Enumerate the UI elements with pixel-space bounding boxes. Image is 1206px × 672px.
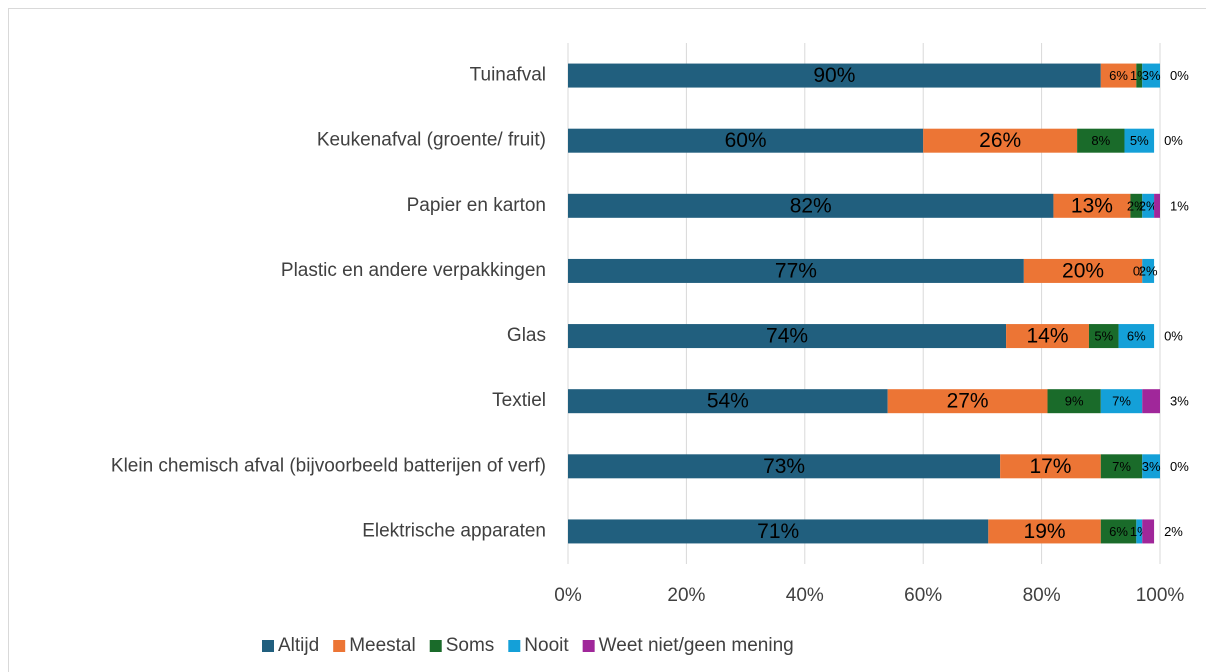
data-label: 27%: [947, 390, 989, 413]
y-tick-label: Plastic en andere verpakkingen: [281, 260, 546, 281]
data-label: 2%: [1139, 263, 1158, 278]
data-label: 9%: [1065, 394, 1084, 409]
bar-segment: [1000, 454, 1101, 479]
data-label: 14%: [1027, 325, 1069, 348]
data-label: 74%: [766, 325, 808, 348]
data-label: 13%: [1071, 194, 1113, 217]
y-tick-label: Textiel: [492, 390, 546, 411]
data-label: 0%: [1164, 133, 1183, 148]
legend-label: Weet niet/geen mening: [599, 635, 794, 656]
bar-segment: [1077, 128, 1125, 153]
legend-swatch: [508, 640, 521, 652]
data-label: 2%: [1139, 198, 1158, 213]
data-label: 3%: [1142, 68, 1161, 83]
data-label: 0%: [1170, 68, 1189, 83]
legend-label: Meestal: [349, 635, 416, 656]
legend-label: Altijd: [278, 635, 319, 656]
chart-border: [8, 8, 1206, 672]
y-tick-label: Elektrische apparaten: [362, 520, 546, 541]
bar-segment: [1124, 128, 1155, 153]
bar-segment: [568, 63, 1101, 88]
data-label: 71%: [757, 520, 799, 543]
legend-swatch: [333, 640, 346, 652]
y-tick-label: Papier en karton: [407, 195, 546, 216]
bar-segment: [568, 193, 1054, 218]
y-tick-label: Glas: [507, 325, 546, 346]
data-label: 54%: [707, 390, 749, 413]
bar-segment: [568, 258, 1024, 283]
data-label: 1%: [1170, 198, 1189, 213]
legend-label: Nooit: [524, 635, 569, 656]
data-label: 19%: [1024, 520, 1066, 543]
x-tick-label: 40%: [786, 585, 824, 606]
bar-segment: [1100, 454, 1143, 479]
data-label: 2%: [1127, 198, 1146, 213]
x-tick-label: 100%: [1136, 585, 1185, 606]
bar-segment: [1053, 193, 1131, 218]
data-label: 5%: [1130, 133, 1149, 148]
bar-segment: [1142, 389, 1160, 414]
bar-segment: [568, 454, 1001, 479]
data-label: 90%: [813, 64, 855, 87]
data-label: 17%: [1029, 455, 1071, 478]
bar-segment: [1154, 193, 1160, 218]
data-label: 7%: [1112, 459, 1131, 474]
x-tick-label: 80%: [1023, 585, 1061, 606]
bar-segment: [1118, 324, 1155, 349]
bar-segment: [887, 389, 1048, 414]
bar-segment: [1100, 63, 1137, 88]
data-label: 7%: [1112, 394, 1131, 409]
bar-segment: [568, 324, 1007, 349]
bar-segment: [1136, 63, 1143, 88]
bar-segment: [1142, 63, 1160, 88]
bar-segment: [568, 519, 989, 544]
bar-segment: [923, 128, 1078, 153]
bar-segment: [1047, 389, 1101, 414]
data-label: 8%: [1091, 133, 1110, 148]
data-label: 3%: [1142, 459, 1161, 474]
data-label: 20%: [1062, 259, 1104, 282]
data-label: 0%: [1164, 329, 1183, 344]
y-tick-label: Klein chemisch afval (bijvoorbeeld batte…: [111, 455, 546, 476]
data-label: 3%: [1170, 394, 1189, 409]
bar-segment: [1142, 519, 1155, 544]
data-label: 77%: [775, 259, 817, 282]
legend-swatch: [429, 640, 442, 652]
data-label: 6%: [1127, 329, 1146, 344]
bar-segment: [1100, 389, 1143, 414]
legend-swatch: [582, 640, 595, 652]
bar-segment: [568, 389, 888, 414]
bar-segment: [988, 519, 1101, 544]
bar-segment: [568, 128, 924, 153]
data-label: 5%: [1094, 329, 1113, 344]
data-label: 73%: [763, 455, 805, 478]
y-tick-label: Tuinafval: [470, 65, 546, 86]
legend-swatch: [262, 640, 274, 652]
bar-segment: [1023, 258, 1143, 283]
bar-segment: [1142, 454, 1160, 479]
data-label: 2%: [1164, 524, 1183, 539]
bar-segment: [1100, 519, 1137, 544]
bar-segment: [1088, 324, 1119, 349]
data-label: 6%: [1109, 68, 1128, 83]
bar-segment: [1142, 258, 1155, 283]
x-tick-label: 60%: [904, 585, 942, 606]
data-label: 0%: [1170, 459, 1189, 474]
data-label: 26%: [979, 129, 1021, 152]
bar-segment: [1006, 324, 1089, 349]
x-tick-label: 20%: [667, 585, 705, 606]
data-label: 82%: [790, 194, 832, 217]
x-tick-label: 0%: [554, 585, 582, 606]
data-label: 60%: [725, 129, 767, 152]
bar-segment: [1130, 193, 1143, 218]
legend-label: Soms: [446, 635, 495, 656]
data-label: 6%: [1109, 524, 1128, 539]
y-tick-label: Keukenafval (groente/ fruit): [317, 130, 546, 151]
bar-segment: [1136, 519, 1143, 544]
bar-segment: [1142, 193, 1155, 218]
